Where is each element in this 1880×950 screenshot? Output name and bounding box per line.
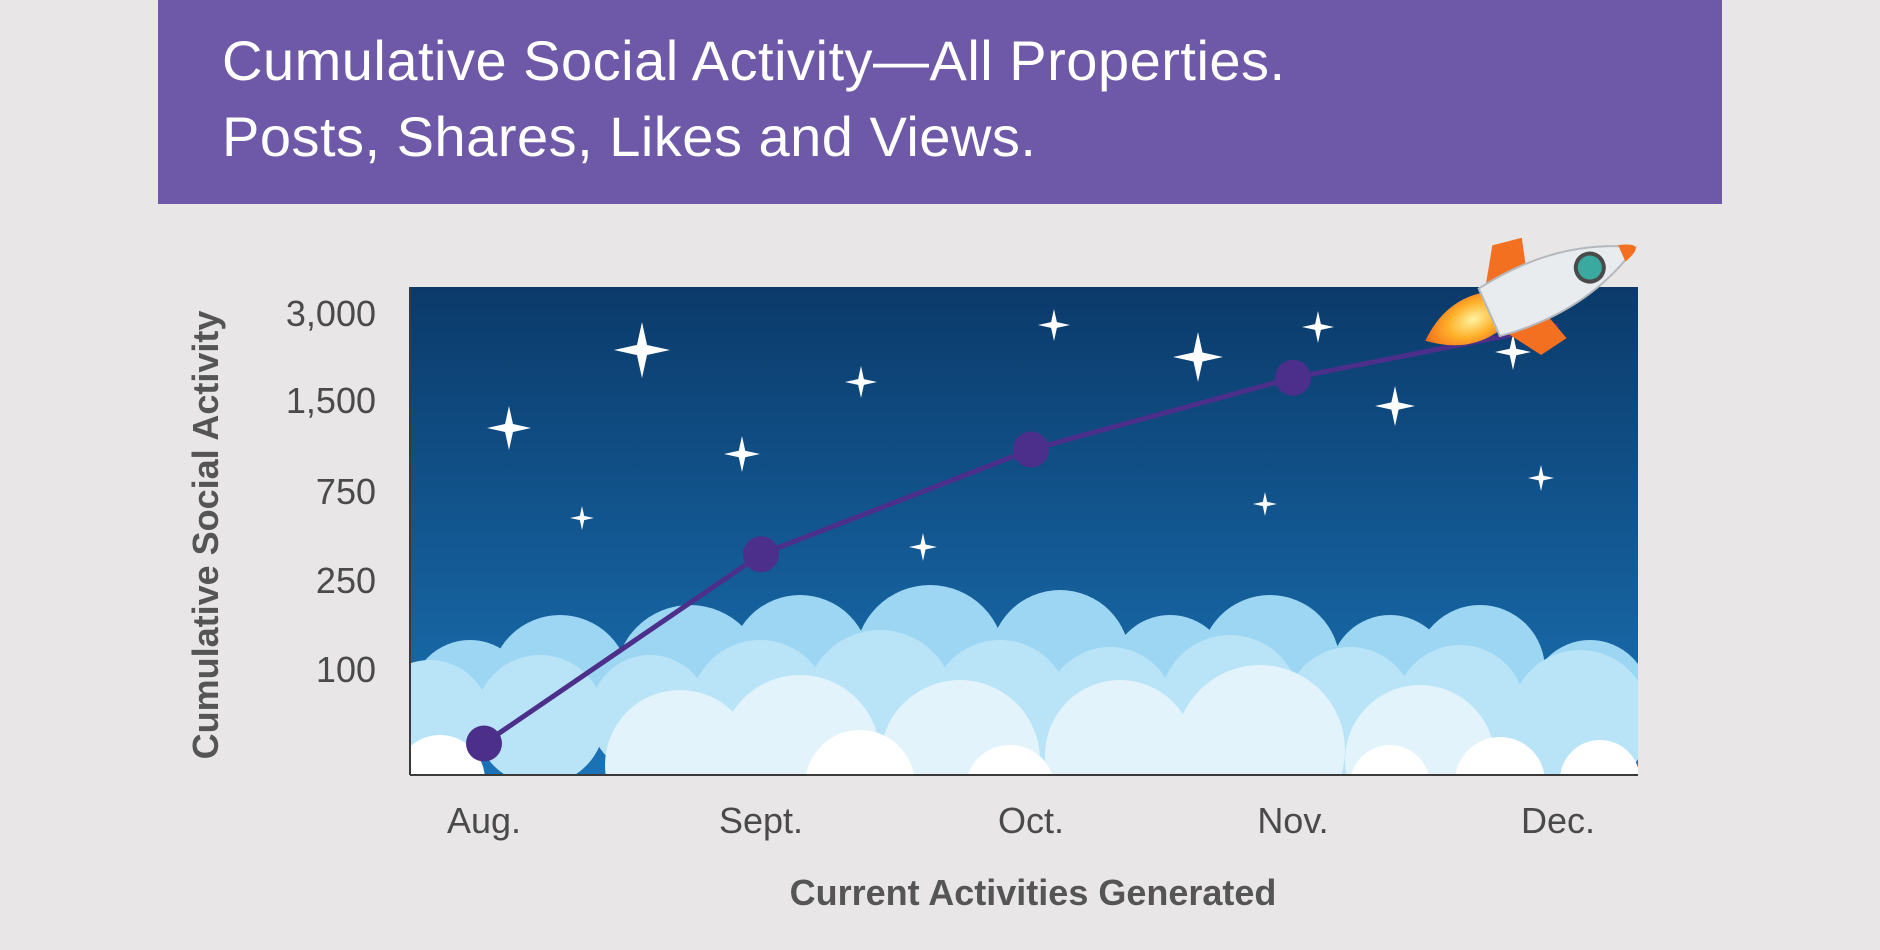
y-tick-label: 3,000 [286, 293, 376, 334]
x-tick-label: Nov. [1257, 800, 1328, 841]
chart-title-line-1: Cumulative Social Activity—All Propertie… [222, 29, 1286, 92]
x-tick-label: Aug. [447, 800, 521, 841]
x-axis-title: Current Activities Generated [790, 872, 1277, 913]
data-point [743, 536, 779, 573]
star-icon [724, 436, 760, 472]
y-tick-label: 750 [316, 471, 376, 512]
x-tick-label: Dec. [1521, 800, 1595, 841]
star-icon [570, 506, 594, 530]
cloud-icon [410, 585, 1638, 774]
title-banner [158, 0, 1722, 204]
chart-title-line-2: Posts, Shares, Likes and Views. [222, 105, 1037, 168]
data-point [1275, 359, 1311, 396]
star-icon [1253, 492, 1277, 516]
data-point [1013, 431, 1049, 468]
stars-decoration [487, 309, 1554, 561]
rocket-icon [1425, 237, 1638, 355]
y-tick-label: 250 [316, 560, 376, 601]
x-tick-label: Oct. [998, 800, 1064, 841]
y-tick-label: 1,500 [286, 380, 376, 421]
star-icon [1038, 309, 1070, 341]
star-icon [909, 533, 937, 561]
star-icon [1173, 332, 1223, 382]
data-point [466, 725, 502, 762]
y-tick-label: 100 [316, 649, 376, 690]
x-tick-label: Sept. [719, 800, 803, 841]
star-icon [1302, 311, 1334, 343]
star-icon [845, 366, 877, 398]
star-icon [1528, 465, 1554, 491]
y-axis-title: Cumulative Social Activity [185, 311, 226, 760]
star-icon [614, 322, 670, 378]
star-icon [487, 406, 531, 450]
star-icon [1495, 334, 1531, 370]
star-icon [1375, 386, 1415, 426]
